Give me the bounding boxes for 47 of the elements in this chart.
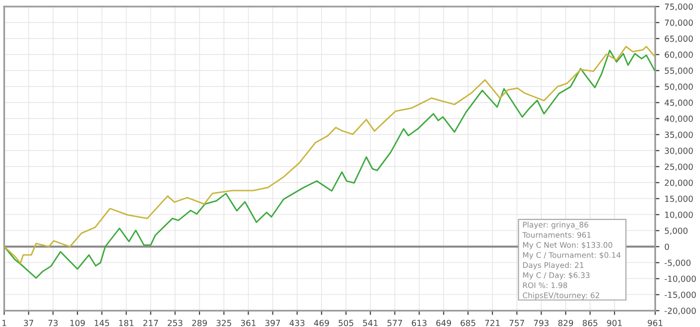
x-tick-label: 217 (143, 320, 158, 326)
x-tick-label: 37 (24, 320, 34, 326)
x-tick-label: 541 (363, 320, 378, 326)
x-tick-label: 325 (216, 320, 232, 326)
x-tick-label: 961 (648, 320, 662, 326)
y-tick-label: 75,000 (664, 4, 693, 11)
y-tick-label: -10,000 (664, 276, 696, 283)
x-tick-label: 721 (485, 320, 500, 326)
x-tick-label: 649 (436, 320, 451, 326)
y-tick-label: 20,000 (664, 180, 693, 187)
y-tick-label: 25,000 (664, 164, 693, 171)
x-tick-label: 757 (510, 320, 524, 326)
x-tick-label: 433 (290, 320, 304, 326)
y-tick-label: 30,000 (664, 148, 693, 155)
x-tick-label: 469 (314, 320, 329, 326)
x-tick-label: 397 (265, 320, 280, 326)
y-tick-label: 45,000 (664, 100, 693, 107)
y-tick-label: 65,000 (664, 36, 693, 43)
x-tick-label: 181 (119, 320, 134, 326)
x-tick-label: 793 (534, 320, 549, 326)
y-tick-label: 15,000 (665, 196, 693, 203)
x-tick-label: 109 (70, 320, 85, 326)
x-tick-label: 577 (387, 320, 402, 326)
x-tick-label: 145 (94, 320, 110, 326)
x-tick-label: 829 (558, 320, 574, 326)
y-tick-label: -20,000 (664, 308, 696, 315)
y-tick-label: 55,000 (664, 68, 693, 75)
x-tick-label: 1 (2, 320, 6, 326)
x-tick-label: 613 (412, 320, 426, 326)
y-tick-label: 60,000 (664, 52, 693, 59)
y-tick-label: 5,000 (664, 228, 688, 235)
y-tick-label: -5,000 (664, 260, 691, 267)
x-tick-label: 73 (48, 320, 58, 326)
y-tick-label: 35,000 (664, 132, 693, 139)
x-tick-label: 361 (241, 320, 256, 326)
x-tick-label: 505 (338, 320, 354, 326)
x-tick-label: 901 (607, 320, 622, 326)
y-tick-label: 0 (664, 244, 669, 250)
y-tick-label: 10,000 (665, 212, 693, 219)
x-tick-label: 253 (168, 320, 182, 326)
y-tick-label: 50,000 (664, 84, 693, 91)
x-tick-label: 865 (582, 320, 598, 326)
y-tick-label: -15,000 (664, 292, 696, 299)
x-tick-label: 289 (192, 320, 207, 326)
y-tick-label: 40,000 (664, 116, 693, 123)
y-tick-label: 70,000 (664, 20, 693, 27)
x-tick-label: 685 (460, 320, 476, 326)
